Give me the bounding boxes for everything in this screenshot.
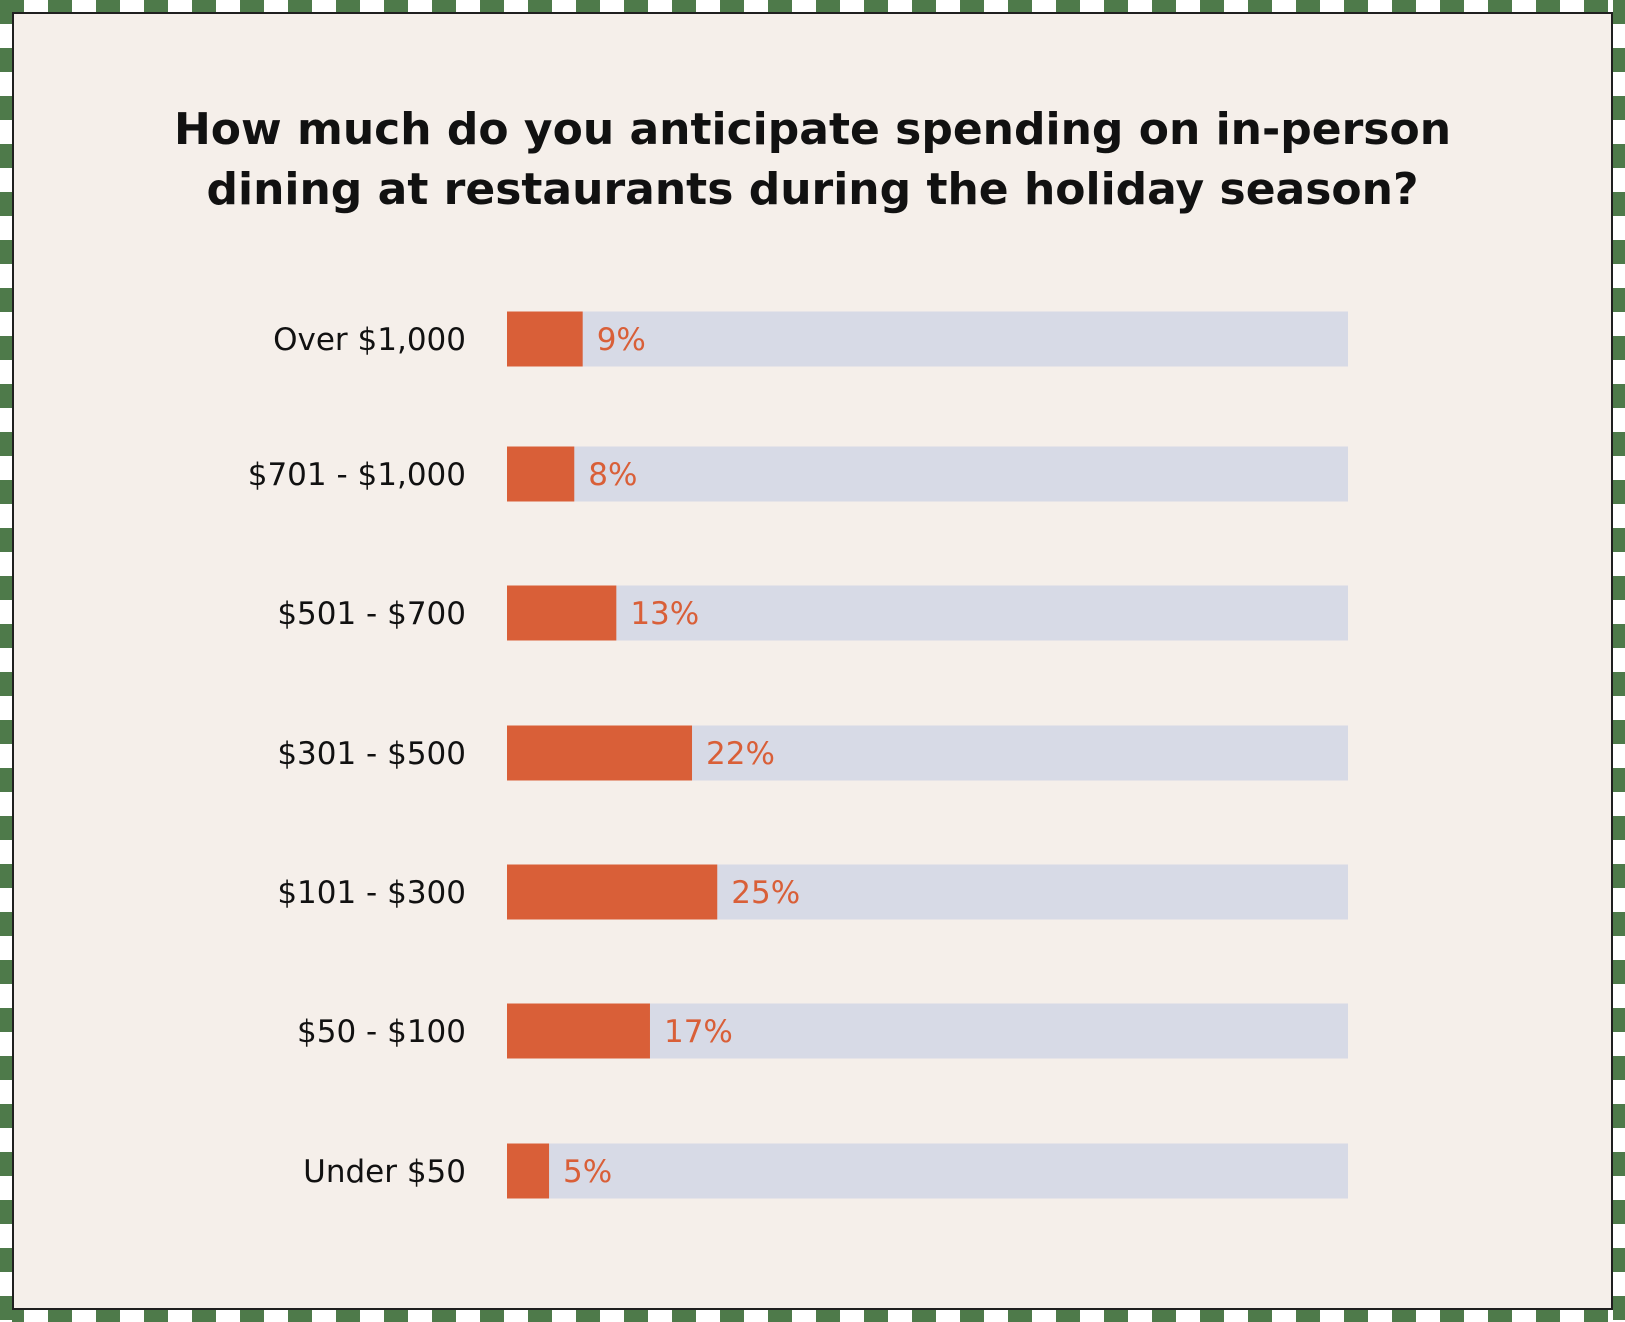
bar-track	[507, 585, 1348, 641]
value-label: 9%	[597, 322, 646, 358]
category-label: $101 - $300	[277, 875, 466, 911]
chart-title: How much do you anticipate spending on i…	[0, 100, 1625, 220]
category-label: Under $50	[303, 1154, 466, 1190]
chart-title-line-1: How much do you anticipate spending on i…	[173, 104, 1452, 155]
value-label: 13%	[630, 596, 699, 632]
value-label: 5%	[563, 1154, 612, 1190]
bar	[507, 585, 617, 641]
category-label: Over $1,000	[273, 322, 466, 358]
category-label: $301 - $500	[277, 736, 466, 772]
bar	[507, 864, 718, 920]
chart-panel	[12, 12, 1613, 1310]
bar	[507, 725, 693, 781]
category-label: $501 - $700	[277, 596, 466, 632]
bar-track	[507, 311, 1348, 367]
category-label: $701 - $1,000	[248, 457, 466, 493]
value-label: 22%	[706, 736, 775, 772]
bar	[507, 311, 583, 367]
bar-track	[507, 1143, 1348, 1199]
value-label: 25%	[731, 875, 800, 911]
bar-track	[507, 446, 1348, 502]
bar	[507, 1003, 650, 1059]
bar	[507, 1143, 550, 1199]
chart-title-line-2: dining at restaurants during the holiday…	[206, 164, 1419, 215]
bar	[507, 446, 575, 502]
value-label: 8%	[588, 457, 637, 493]
category-label: $50 - $100	[297, 1014, 466, 1050]
value-label: 17%	[664, 1014, 733, 1050]
